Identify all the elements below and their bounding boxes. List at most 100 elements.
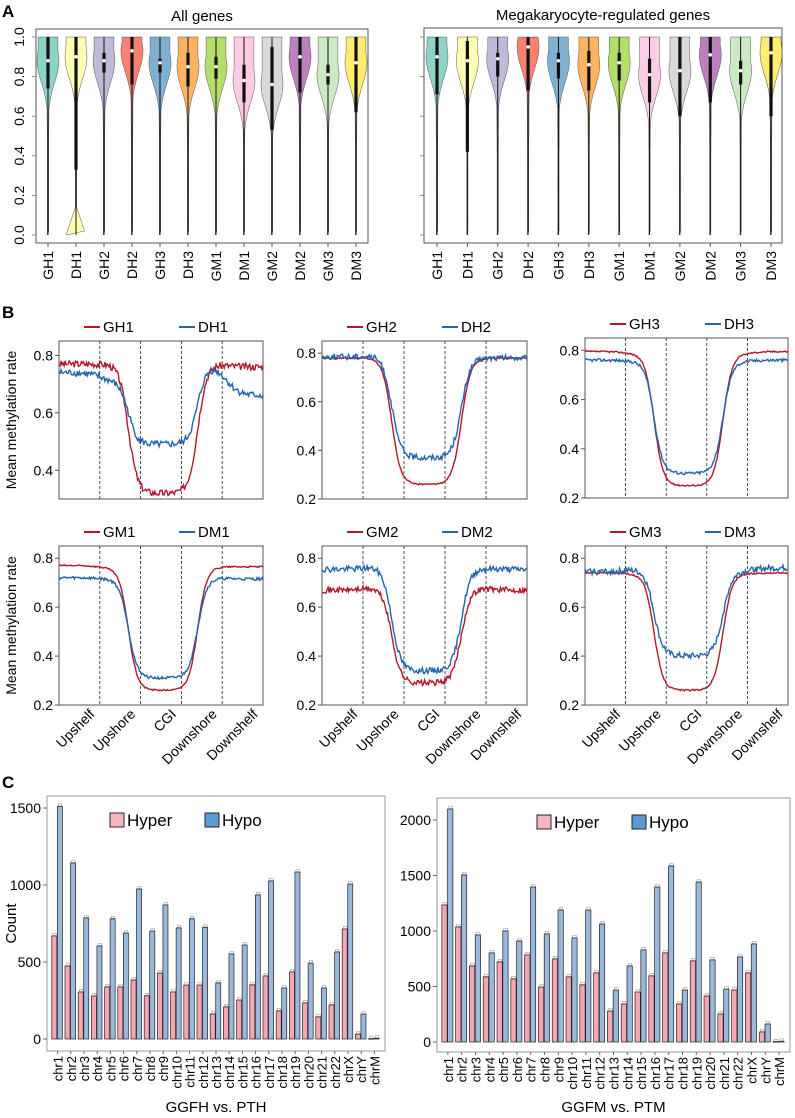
bar-hyper-chr22 xyxy=(731,989,738,1043)
violin-median xyxy=(74,55,78,59)
x-axis-label: GGFH vs. PTH xyxy=(166,1099,267,1116)
bar-value-label-chr22 xyxy=(738,954,743,957)
y-tick-label: 0.8 xyxy=(297,550,317,566)
bar-hypo-chr18 xyxy=(281,987,288,1040)
bar-value-label-chr14 xyxy=(622,1001,627,1004)
bar-value-label-chr4 xyxy=(484,974,489,977)
bar-hypo-chr20 xyxy=(709,959,716,1043)
x-tick-label: chr8 xyxy=(538,1057,553,1082)
bar-hypo-chr9 xyxy=(557,909,564,1043)
x-tick-label: GM3 xyxy=(320,251,336,282)
y-tick-label: 1000 xyxy=(400,923,431,939)
y-tick-label: 0.8 xyxy=(297,345,317,361)
x-tick-label: chrX xyxy=(745,1057,760,1084)
bar-value-label-chr8 xyxy=(539,984,544,987)
violin-median xyxy=(270,82,274,87)
bar-value-label-chr22 xyxy=(732,987,737,990)
series-line-GH3 xyxy=(585,350,789,487)
x-tick-label: chr9 xyxy=(156,1056,171,1081)
bar-hypo-chr14 xyxy=(626,965,633,1043)
x-tick-label: chr2 xyxy=(64,1056,79,1081)
line-chart-0: 0.4 0.6 0.8 GH1 DH1 Mean methylation rate xyxy=(3,319,264,500)
bar-hypo-chr22 xyxy=(334,951,340,1040)
bar-value-label-chr10 xyxy=(176,925,181,928)
y-tick-label: 0 xyxy=(33,1031,41,1047)
bar-value-label-chr21 xyxy=(322,985,327,988)
bar-value-label-chr8 xyxy=(150,928,155,931)
bar-hyper-chr14 xyxy=(223,1006,229,1040)
bar-value-label-chr10 xyxy=(566,974,571,977)
bar-value-label-chr4 xyxy=(92,993,97,996)
bar-hyper-chr16 xyxy=(249,984,256,1040)
bar-hyper-chr18 xyxy=(275,1010,282,1040)
bar-hypo-chrM xyxy=(373,1037,380,1040)
bar-value-label-chr12 xyxy=(203,924,208,927)
bar-value-label-chr20 xyxy=(704,993,709,996)
legend-label: Hypo xyxy=(222,811,262,830)
bar-hypo-chr22 xyxy=(737,956,744,1043)
bar-hyper-chr22 xyxy=(328,1004,335,1040)
bar-value-label-chr17 xyxy=(269,878,274,881)
y-tick-label: 0.6 xyxy=(297,394,317,410)
bar-hyper-chr2 xyxy=(64,965,71,1040)
violin-iqr-box xyxy=(496,52,500,77)
x-tick-label: chr14 xyxy=(222,1056,237,1089)
bar-value-label-chr11 xyxy=(190,916,195,919)
bar-hypo-chr11 xyxy=(585,909,592,1043)
violin-median xyxy=(46,58,50,63)
x-tick-label: DH2 xyxy=(520,251,536,279)
violin-median xyxy=(435,55,439,59)
series-line-DM3 xyxy=(584,562,788,661)
x-tick-label: chr16 xyxy=(648,1057,663,1090)
violin-median xyxy=(708,53,713,57)
y-axis-label: Mean methylation rate xyxy=(3,556,19,695)
legend-label: GM3 xyxy=(629,524,662,541)
bar-value-label-chr13 xyxy=(211,1011,215,1014)
violin-iqr-box xyxy=(354,37,358,113)
bar-value-label-chrY xyxy=(765,1021,770,1024)
bar-hyper-chrY xyxy=(758,1031,765,1043)
bar-hyper-chrM xyxy=(772,1041,779,1043)
bar-hyper-chr21 xyxy=(717,1013,724,1043)
x-tick-label: GM2 xyxy=(672,251,688,282)
bar-hyper-chr13 xyxy=(209,1013,216,1040)
y-tick-label: 500 xyxy=(18,954,42,970)
bar-hyper-chr4 xyxy=(91,995,97,1040)
violin-iqr-box xyxy=(617,52,621,81)
violin-median xyxy=(158,60,162,65)
violin-iqr-box xyxy=(186,52,190,87)
violin-median xyxy=(130,49,134,53)
violin-iqr-box xyxy=(298,37,302,93)
legend-label: Hyper xyxy=(127,811,173,830)
bar-value-label-chr16 xyxy=(655,884,660,887)
bar-hyper-chr10 xyxy=(170,991,176,1040)
plot-frame xyxy=(584,337,789,499)
bar-value-label-chr19 xyxy=(295,869,300,872)
bar-value-label-chr4 xyxy=(489,950,494,953)
bar-hyper-chr19 xyxy=(289,971,295,1040)
bar-value-label-chr12 xyxy=(600,921,605,924)
legend-label: DH3 xyxy=(724,316,754,333)
y-tick-label: 0.6 xyxy=(560,599,580,615)
legend-label: DM3 xyxy=(724,524,756,541)
bar-value-label-chrY xyxy=(356,1031,361,1034)
violin-median xyxy=(647,72,652,77)
bar-hypo-chr2 xyxy=(70,862,76,1040)
violin-iqr-box xyxy=(242,64,246,103)
x-tick-label: chr20 xyxy=(301,1056,316,1089)
bar-hyper-chr8 xyxy=(143,995,150,1040)
plot-frame xyxy=(584,545,789,706)
y-tick-label: 0.8 xyxy=(11,67,27,87)
x-tick-label: chr15 xyxy=(235,1056,250,1089)
x-tick-label: GH2 xyxy=(96,251,112,280)
violin-median xyxy=(214,64,218,69)
legend-label: GH3 xyxy=(629,316,660,333)
bar-hypo-chrY xyxy=(764,1023,771,1043)
bar-hyper-chr12 xyxy=(196,984,203,1040)
legend-label: Hypo xyxy=(649,813,689,832)
bar-value-label-chr7 xyxy=(531,884,536,887)
bar-value-label-chrX xyxy=(348,881,353,884)
legend-swatch-hypo xyxy=(631,814,647,830)
y-tick-label: 0.4 xyxy=(297,442,317,458)
